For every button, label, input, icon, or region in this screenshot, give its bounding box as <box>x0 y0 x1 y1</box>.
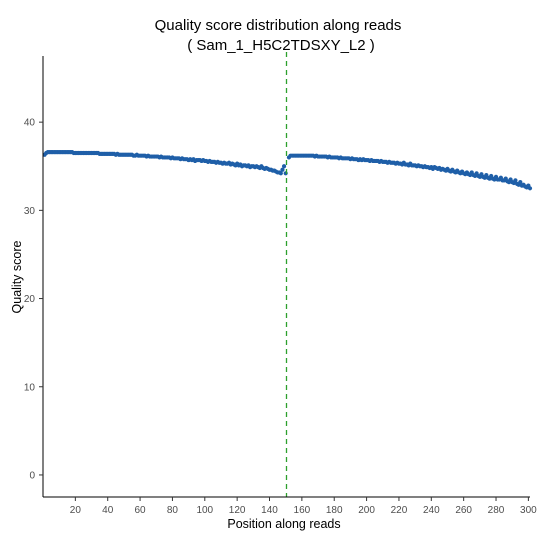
read1-point <box>281 164 287 169</box>
plot-area <box>42 52 533 497</box>
x-tick-label: 160 <box>294 505 311 516</box>
read1-point <box>278 171 283 176</box>
read1-point <box>280 167 285 172</box>
y-tick-label: 10 <box>24 382 36 393</box>
y-tick-label: 30 <box>24 206 36 217</box>
chart-subtitle: ( Sam_1_H5C2TDSXY_L2 ) <box>187 37 375 54</box>
y-tick-label: 40 <box>24 118 36 129</box>
read2-point <box>513 178 518 183</box>
x-tick-label: 20 <box>70 505 82 516</box>
x-tick-label: 260 <box>455 505 472 516</box>
read2-point <box>518 180 523 185</box>
x-axis-ticks: 20 40 60 80 100 120 140 160 180 200 220 240 260 280 30… <box>70 497 537 516</box>
y-tick-label: 0 <box>29 470 35 481</box>
x-tick-label: 60 <box>135 505 147 516</box>
x-tick-label: 220 <box>391 505 408 516</box>
chart-title: Quality score distribution along reads <box>155 17 402 34</box>
x-tick-label: 240 <box>423 505 440 516</box>
x-tick-label: 140 <box>261 505 278 516</box>
x-tick-label: 100 <box>196 505 213 516</box>
x-tick-label: 200 <box>358 505 375 516</box>
read1-point <box>283 171 288 176</box>
y-axis-label: Quality score <box>10 240 24 313</box>
x-tick-label: 80 <box>167 505 179 516</box>
read2-point <box>527 186 533 191</box>
y-axis-ticks: 0 10 20 30 40 <box>24 118 43 481</box>
x-tick-label: 300 <box>520 505 537 516</box>
x-tick-label: 280 <box>488 505 505 516</box>
x-axis-label: Position along reads <box>227 517 340 531</box>
x-tick-label: 120 <box>229 505 246 516</box>
y-tick-label: 20 <box>24 294 36 305</box>
x-tick-label: 180 <box>326 505 343 516</box>
x-tick-label: 40 <box>102 505 114 516</box>
